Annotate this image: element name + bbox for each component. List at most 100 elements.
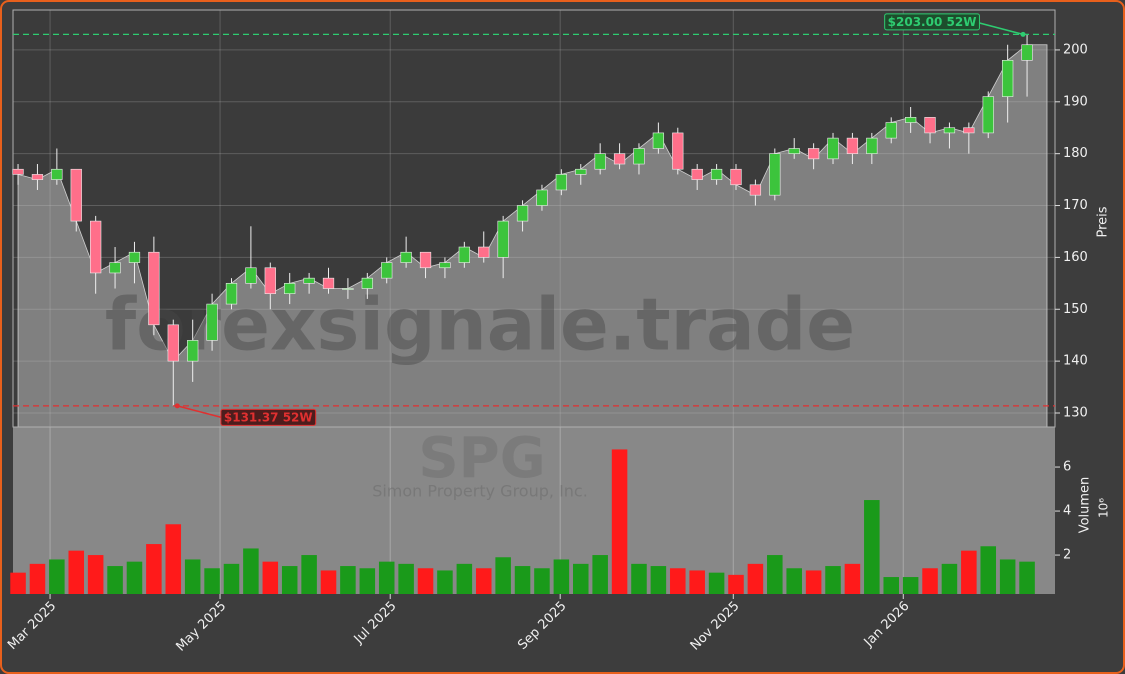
candle-body (613, 153, 626, 165)
annotation-arrow (976, 21, 1024, 36)
volume-bar (902, 577, 919, 594)
annotation-box (884, 13, 980, 31)
volume-bar (495, 557, 511, 594)
annotation-arrow (177, 405, 224, 419)
candle-body (90, 220, 102, 274)
volume-bar (883, 577, 899, 594)
volume-bar (999, 559, 1016, 594)
volume-tick-label: 4 (1063, 504, 1071, 519)
volume-bar (844, 563, 861, 594)
candle-body (31, 174, 44, 180)
volume-bar (708, 572, 725, 594)
volume-bar (340, 566, 356, 594)
candle-body (788, 148, 800, 154)
symbol-watermark: SPG (418, 426, 545, 491)
candle-body (1002, 60, 1014, 97)
candle-body (12, 168, 24, 175)
candle-body (924, 117, 936, 134)
candle-body (769, 153, 781, 196)
candle-body (225, 283, 238, 305)
volume-bar (49, 559, 65, 594)
candle-body (497, 220, 509, 258)
volume-bar (611, 449, 628, 594)
y-tick-label: 160 (1063, 250, 1088, 265)
candle-body (827, 137, 839, 160)
candle-body (381, 262, 393, 279)
candle-body (419, 251, 432, 269)
candle-body (691, 168, 703, 180)
volume-multiplier: 10⁶ (1097, 498, 1111, 518)
candle-body (982, 96, 994, 134)
volume-bar (437, 570, 453, 594)
candle-body (245, 267, 257, 284)
y-tick-label: 140 (1063, 354, 1088, 369)
volume-bar (456, 563, 473, 594)
candle-body (51, 168, 63, 180)
volume-bar (10, 572, 26, 594)
volume-bar (301, 555, 317, 594)
volume-bar (417, 568, 434, 594)
volume-bar (980, 546, 997, 594)
volume-bar (378, 561, 395, 594)
volume-tick-label: 6 (1063, 460, 1071, 475)
annotation-box (220, 408, 317, 426)
candle-body (303, 277, 315, 284)
candle-body (128, 251, 141, 263)
candle-body (458, 246, 470, 263)
volume-bar (573, 563, 589, 594)
candle-body (555, 174, 567, 191)
volume-bar (398, 563, 414, 594)
candle-body (187, 340, 199, 362)
annotation-arrowhead (174, 403, 180, 409)
volume-bar (320, 570, 337, 594)
volume-bar (165, 524, 182, 594)
volume-axis-label: Volumen (1078, 477, 1093, 534)
volume-bar (184, 559, 201, 594)
volume-bar (126, 561, 143, 594)
y-tick-label: 180 (1063, 146, 1088, 161)
candle-body (516, 205, 529, 222)
volume-bar (767, 555, 783, 594)
y-tick-label: 170 (1063, 198, 1088, 213)
volume-bar (107, 566, 123, 594)
candle-body (342, 288, 354, 290)
volume-bar (68, 550, 85, 594)
volume-bar (1019, 561, 1035, 594)
company-watermark: Simon Property Group, Inc. (372, 482, 588, 501)
volume-bar (204, 568, 220, 594)
volume-tick-label: 2 (1063, 548, 1071, 563)
candle-body (943, 127, 956, 134)
candle-body (70, 168, 82, 222)
volume-bar (514, 566, 531, 594)
volume-bar (670, 568, 686, 594)
candle-body (807, 148, 820, 160)
volume-bar (941, 563, 958, 594)
volume-bar (786, 568, 802, 594)
volume-bar (146, 544, 162, 594)
price-border (12, 9, 1056, 428)
volume-bar (87, 555, 104, 594)
volume-bar (553, 559, 570, 594)
volume-bar (262, 561, 279, 594)
volume-bar (29, 563, 46, 594)
candle-body (594, 153, 606, 170)
candle-body (322, 277, 335, 289)
volume-bar (805, 570, 822, 594)
volume-bar (922, 568, 938, 594)
volume-bar (359, 568, 376, 594)
candle-body (361, 277, 373, 289)
candle-body (730, 168, 742, 186)
volume-bar (281, 566, 298, 594)
candle-body (167, 324, 179, 362)
candle-body (439, 262, 451, 269)
candle-body (148, 251, 160, 326)
volume-bar (650, 566, 667, 594)
candle-body (264, 267, 276, 295)
volume-bar (243, 548, 259, 594)
candle-body (963, 127, 975, 134)
y-tick-label: 200 (1063, 42, 1088, 57)
volume-bar (631, 563, 647, 594)
candle-body (904, 117, 917, 123)
volume-bar (534, 568, 550, 594)
